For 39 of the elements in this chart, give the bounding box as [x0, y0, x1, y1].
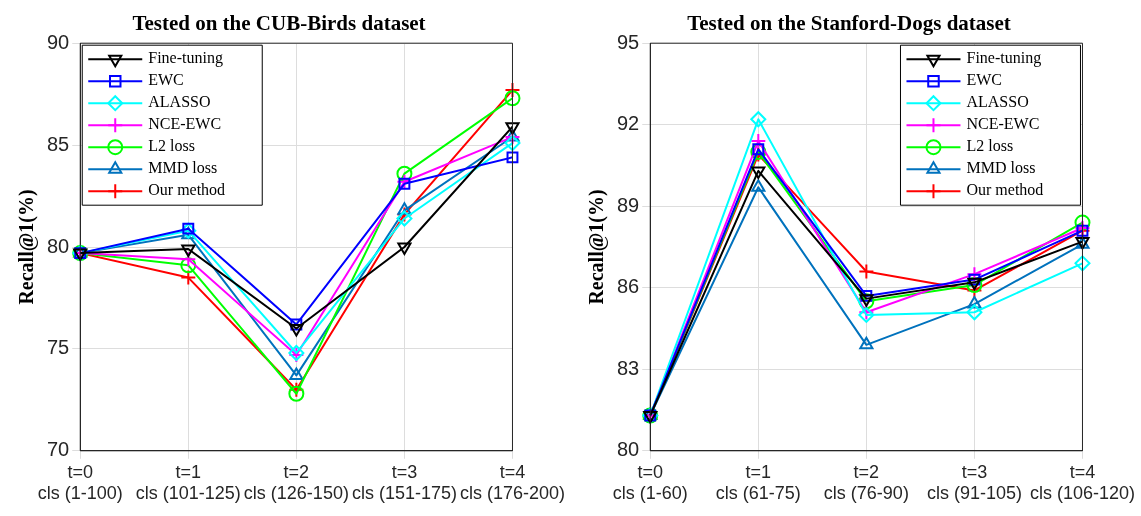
x-tick-label: t=0 cls (1-60)	[612, 461, 688, 504]
x-tick-label: t=4 cls (106-120)	[1029, 461, 1135, 504]
x-tick-label: t=1 cls (101-125)	[135, 461, 241, 504]
legend-label: L2 loss	[966, 137, 1014, 155]
y-tick-label: 70	[47, 438, 70, 461]
y-tick-label: 80	[617, 438, 640, 461]
x-tick-label: t=3 cls (151-175)	[351, 461, 457, 504]
legend-label: NCE-EWC	[148, 115, 222, 133]
chart-title: Tested on the Stanford-Dogs dataset	[687, 11, 1011, 36]
legend-label: ALASSO	[148, 93, 211, 111]
legend-label: Fine-tuning	[148, 49, 223, 68]
y-tick-label: 92	[617, 112, 640, 135]
y-tick-label: 89	[617, 193, 640, 216]
legend-label: ALASSO	[966, 93, 1029, 111]
y-tick-label: 85	[47, 132, 70, 155]
legend-label: L2 loss	[148, 137, 195, 155]
x-tick-label: t=2 cls (126-150)	[243, 461, 349, 504]
y-axis-title: Recall@1(%)	[15, 189, 39, 305]
y-axis-title: Recall@1(%)	[585, 189, 609, 305]
y-tick-label: 95	[617, 30, 640, 53]
y-tick-label: 86	[617, 275, 640, 298]
x-tick-label: t=0 cls (1-100)	[37, 461, 123, 504]
y-tick-label: 75	[47, 336, 70, 359]
chart-title: Tested on the CUB-Birds dataset	[132, 11, 426, 36]
legend-label: NCE-EWC	[966, 115, 1040, 133]
x-tick-label: t=2 cls (76-90)	[823, 461, 909, 504]
y-tick-label: 83	[617, 356, 640, 379]
legend-label: MMD loss	[148, 159, 218, 177]
legend-label: EWC	[148, 71, 184, 89]
legend-label: EWC	[966, 71, 1003, 89]
x-tick-label: t=4 cls (176-200)	[459, 461, 565, 504]
x-tick-label: t=1 cls (61-75)	[715, 461, 801, 504]
y-tick-label: 80	[47, 234, 70, 257]
legend-label: Fine-tuning	[966, 49, 1042, 68]
x-tick-label: t=3 cls (91-105)	[926, 461, 1022, 504]
legend-label: MMD loss	[966, 159, 1036, 177]
y-tick-label: 90	[47, 30, 70, 53]
legend-label: Our method	[966, 181, 1044, 199]
legend-label: Our method	[148, 181, 226, 199]
